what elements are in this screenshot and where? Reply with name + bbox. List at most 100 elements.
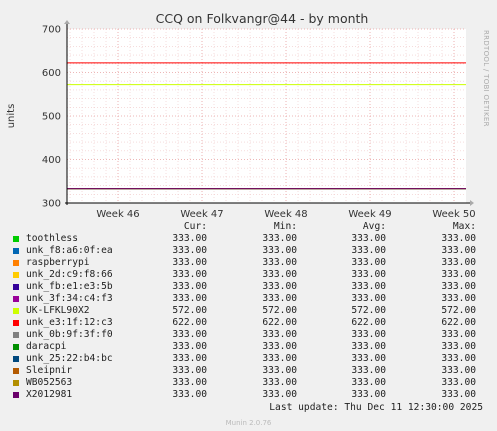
x-tick-label: Week 50 — [432, 209, 475, 220]
y-tick-label: 400 — [42, 155, 61, 166]
legend-min: 333.00 — [262, 341, 297, 352]
legend-avg: 572.00 — [351, 305, 386, 316]
legend-row: daracpi 333.00 333.00 333.00 333.00 — [12, 341, 490, 353]
legend-min: 333.00 — [262, 329, 297, 340]
legend-max: 333.00 — [441, 341, 476, 352]
legend-swatch — [13, 344, 19, 350]
legend-max: 572.00 — [441, 305, 476, 316]
legend-row: UK-LFKL90X2 572.00 572.00 572.00 572.00 — [12, 305, 490, 317]
legend: Cur: Min: Avg: Max: toothless 333.00 333.0… — [12, 221, 490, 401]
legend-cur: 333.00 — [172, 329, 207, 340]
legend-cur: 333.00 — [172, 233, 207, 244]
legend-min: 572.00 — [262, 305, 297, 316]
y-axis-label: units — [6, 104, 17, 129]
legend-max: 333.00 — [441, 257, 476, 268]
legend-min: 333.00 — [262, 257, 297, 268]
legend-avg: 333.00 — [351, 365, 386, 376]
y-tick-label: 600 — [42, 68, 61, 79]
legend-cur: 333.00 — [172, 341, 207, 352]
legend-min: 333.00 — [262, 233, 297, 244]
legend-name: UK-LFKL90X2 — [26, 305, 90, 316]
legend-cur: 333.00 — [172, 269, 207, 280]
legend-avg: 333.00 — [351, 281, 386, 292]
legend-avg: 333.00 — [351, 293, 386, 304]
legend-max: 333.00 — [441, 245, 476, 256]
legend-min: 333.00 — [262, 377, 297, 388]
legend-avg: 333.00 — [351, 245, 386, 256]
legend-row: unk_2d:c9:f8:66 333.00 333.00 333.00 333.00 — [12, 269, 490, 281]
legend-swatch — [13, 248, 19, 254]
legend-min: 622.00 — [262, 317, 297, 328]
legend-max: 622.00 — [441, 317, 476, 328]
legend-name: unk_3f:34:c4:f3 — [26, 293, 113, 304]
legend-min: 333.00 — [262, 269, 297, 280]
legend-avg: 333.00 — [351, 329, 386, 340]
munin-version: Munin 2.0.76 — [225, 419, 272, 427]
legend-name: raspberrypi — [26, 257, 90, 268]
legend-cur: 333.00 — [172, 245, 207, 256]
legend-min: 333.00 — [262, 245, 297, 256]
x-axis-arrow — [470, 200, 474, 206]
x-tick-label: Week 46 — [96, 209, 139, 220]
legend-swatch — [13, 308, 19, 314]
legend-swatch — [13, 260, 19, 266]
legend-swatch — [13, 272, 19, 278]
x-tick-label: Week 49 — [348, 209, 391, 220]
legend-avg: 622.00 — [351, 317, 386, 328]
legend-header: Cur: Min: Avg: Max: — [12, 221, 490, 233]
legend-swatch — [13, 296, 19, 302]
legend-swatch — [13, 392, 19, 398]
legend-name: unk_fb:e1:e3:5b — [26, 281, 113, 292]
header-max: Max: — [452, 221, 476, 232]
y-tick-label: 700 — [42, 25, 61, 36]
header-min: Min: — [273, 221, 297, 232]
legend-min: 333.00 — [262, 389, 297, 400]
legend-avg: 333.00 — [351, 377, 386, 388]
legend-row: raspberrypi 333.00 333.00 333.00 333.00 — [12, 257, 490, 269]
legend-row: unk_0b:9f:3f:f0 333.00 333.00 333.00 333.00 — [12, 329, 490, 341]
legend-row: unk_fb:e1:e3:5b 333.00 333.00 333.00 333.00 — [12, 281, 490, 293]
legend-row: unk_f8:a6:0f:ea 333.00 333.00 333.00 333.00 — [12, 245, 490, 257]
legend-row: toothless 333.00 333.00 333.00 333.00 — [12, 233, 490, 245]
legend-min: 333.00 — [262, 365, 297, 376]
legend-min: 333.00 — [262, 281, 297, 292]
legend-swatch — [13, 380, 19, 386]
legend-rows: toothless 333.00 333.00 333.00 333.00 unk_f8:… — [12, 233, 490, 401]
legend-name: toothless — [26, 233, 78, 244]
legend-cur: 333.00 — [172, 281, 207, 292]
y-tick-label: 500 — [42, 112, 61, 123]
legend-min: 333.00 — [262, 353, 297, 364]
x-tick-label: Week 48 — [264, 209, 307, 220]
legend-row: Sleipnir 333.00 333.00 333.00 333.00 — [12, 365, 490, 377]
legend-row: unk_e3:1f:12:c3 622.00 622.00 622.00 622.00 — [12, 317, 490, 329]
legend-name: unk_0b:9f:3f:f0 — [26, 329, 113, 340]
header-avg: Avg: — [362, 221, 386, 232]
legend-avg: 333.00 — [351, 233, 386, 244]
legend-swatch — [13, 332, 19, 338]
legend-avg: 333.00 — [351, 389, 386, 400]
legend-name: unk_25:22:b4:bc — [26, 353, 113, 364]
legend-cur: 622.00 — [172, 317, 207, 328]
y-axis-arrow — [64, 20, 70, 24]
legend-cur: 333.00 — [172, 257, 207, 268]
legend-min: 333.00 — [262, 293, 297, 304]
tick-labels: 300 400 500 600 700 Week 46 Week 47 Week 48 Week… — [42, 25, 476, 221]
legend-name: WB052563 — [26, 377, 73, 388]
axes — [64, 20, 474, 206]
legend-max: 333.00 — [441, 281, 476, 292]
header-cur: Cur: — [183, 221, 207, 232]
legend-name: unk_2d:c9:f8:66 — [26, 269, 113, 280]
legend-max: 333.00 — [441, 269, 476, 280]
legend-name: X2012981 — [26, 389, 73, 400]
legend-cur: 333.00 — [172, 389, 207, 400]
legend-row: X2012981 333.00 333.00 333.00 333.00 — [12, 389, 490, 401]
legend-max: 333.00 — [441, 389, 476, 400]
legend-swatch — [13, 236, 19, 242]
legend-row: WB052563 333.00 333.00 333.00 333.00 — [12, 377, 490, 389]
legend-cur: 572.00 — [172, 305, 207, 316]
legend-max: 333.00 — [441, 329, 476, 340]
legend-cur: 333.00 — [172, 365, 207, 376]
legend-avg: 333.00 — [351, 341, 386, 352]
legend-name: unk_e3:1f:12:c3 — [26, 317, 113, 328]
legend-cur: 333.00 — [172, 353, 207, 364]
